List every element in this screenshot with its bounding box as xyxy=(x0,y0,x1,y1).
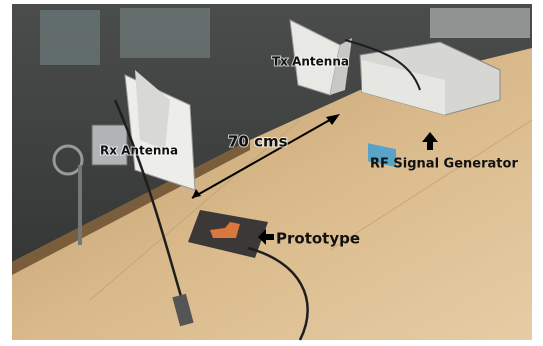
prototype-label: Prototype xyxy=(276,230,360,248)
distance-label: 70 cms xyxy=(228,133,288,151)
rx-label: Rx Antenna xyxy=(100,144,178,158)
generator-label: RF Signal Generator xyxy=(370,157,518,172)
photo: Tx Antenna 70 cms Rx Antenna RF Signal G… xyxy=(0,0,543,346)
wall xyxy=(430,8,530,38)
window xyxy=(120,8,210,58)
window xyxy=(40,10,100,65)
tx-label: Tx Antenna xyxy=(272,55,349,69)
